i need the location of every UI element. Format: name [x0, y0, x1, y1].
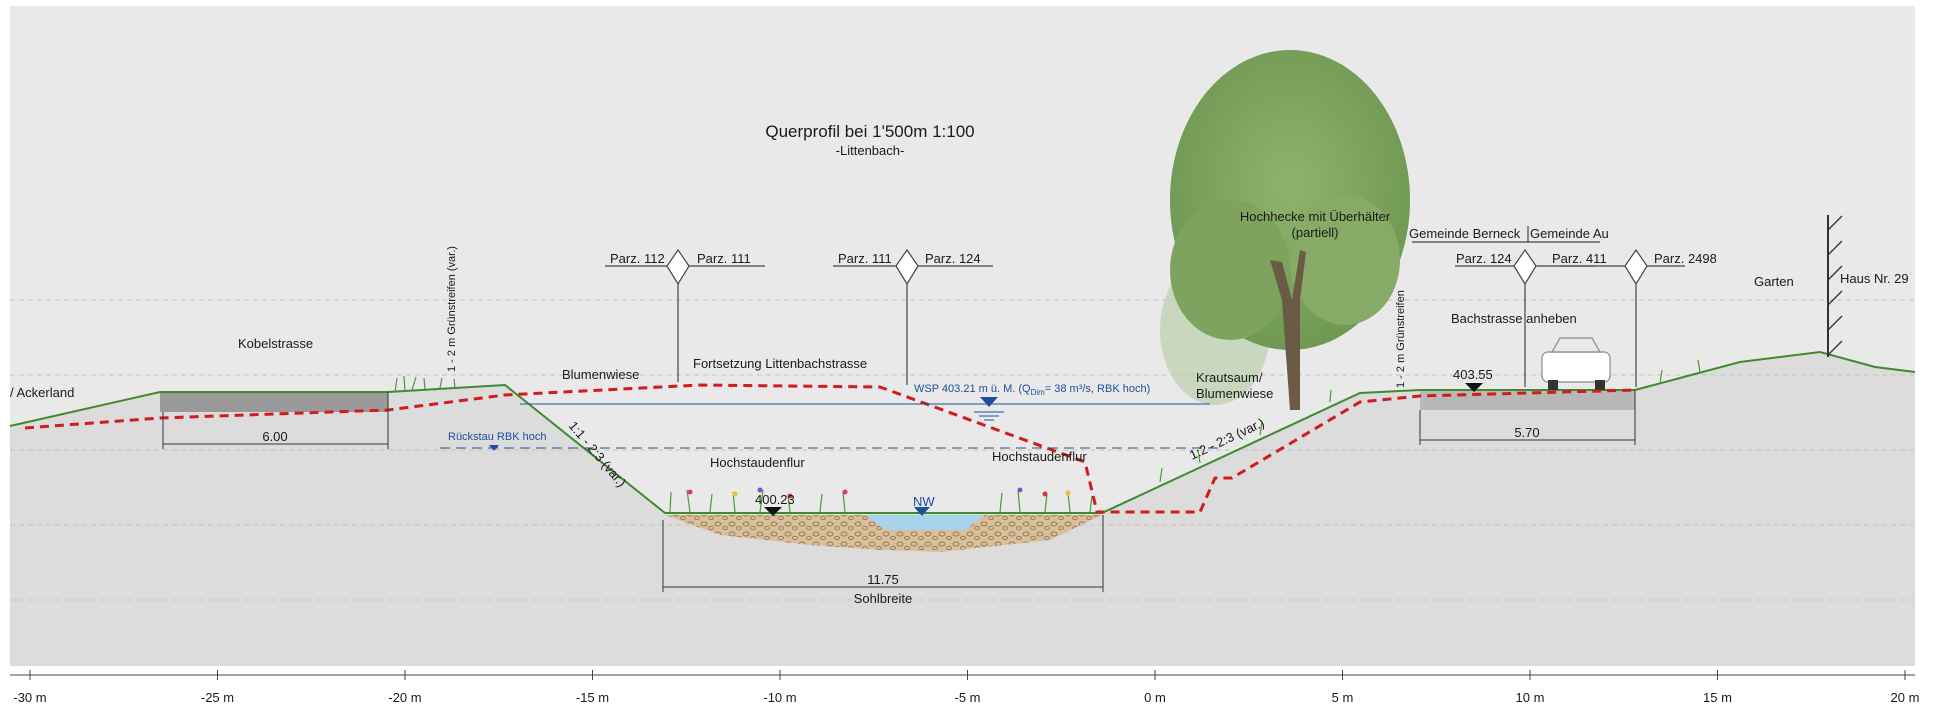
x-axis-ticks: -30 m -25 m -20 m -15 m -10 m -5 m 0 m 5 m 10 m 1… — [13, 670, 1919, 705]
x-axis-tick-label: 0 m — [1144, 690, 1166, 705]
x-axis-tick-label: 20 m — [1891, 690, 1920, 705]
gruenstreifen-right-label: 1 - 2 m Grünstreifen — [1395, 290, 1407, 388]
parcel-label: Parz. 124 — [1456, 251, 1512, 266]
blumenwiese-label: Blumenwiese — [562, 367, 639, 382]
parcel-label: Parz. 112 — [610, 251, 665, 266]
low-water — [865, 515, 985, 530]
ground-fill — [10, 352, 1915, 666]
ackerland-label: / Ackerland — [10, 385, 74, 400]
krautsaum-label: Krautsaum/ — [1196, 370, 1263, 385]
hochstaudenflur-right-label: Hochstaudenflur — [992, 449, 1087, 464]
x-axis-tick-label: -20 m — [388, 690, 421, 705]
bachstrasse-label: Bachstrasse anheben — [1451, 311, 1577, 326]
parcel-label: Parz. 111 — [697, 251, 751, 266]
fortsetzung-label: Fortsetzung Littenbachstrasse — [693, 356, 867, 371]
bed-level-marker-icon — [764, 507, 782, 516]
x-axis-tick-label: -5 m — [955, 690, 981, 705]
road-level-marker-icon — [1465, 383, 1483, 392]
x-axis-tick-label: -25 m — [201, 690, 234, 705]
left-road-surface — [160, 392, 388, 412]
x-axis-tick-label: -30 m — [13, 690, 46, 705]
new-profile-line — [24, 383, 1636, 514]
nw-label: NW — [913, 494, 935, 509]
x-axis-tick-label: -15 m — [576, 690, 609, 705]
vegetation — [394, 359, 1701, 513]
wsp-water-lines — [974, 411, 1004, 421]
nw-marker-icon — [914, 507, 930, 516]
gruenstreifen-left-label: 1 - 2 m Grünstreifen (var.) — [446, 246, 458, 372]
bed-level-label: 400.23 — [755, 492, 795, 507]
flowers — [687, 487, 1071, 499]
gravel-bed — [665, 515, 1102, 552]
x-axis: -30 m -25 m -20 m -15 m -10 m -5 m 0 m 5 m 10 m 1… — [10, 670, 1919, 705]
hochhecke-sub-label: (partiell) — [1292, 225, 1339, 240]
house-wall — [1827, 215, 1843, 357]
diagram-title: Querprofil bei 1'500m 1:100 — [765, 122, 974, 141]
x-axis-tick-label: 5 m — [1332, 690, 1354, 705]
wsp-marker-icon — [980, 397, 998, 407]
municipality-label: Gemeinde Berneck — [1409, 226, 1521, 241]
garten-label: Garten — [1754, 274, 1794, 289]
municipality-label: Gemeinde Au — [1530, 226, 1609, 241]
parcel-label: Parz. 111 — [838, 251, 892, 266]
tree — [1160, 50, 1410, 410]
x-axis-tick-label: 15 m — [1703, 690, 1732, 705]
right-road-surface — [1420, 390, 1635, 410]
dimension-left-road: 6.00 — [262, 429, 287, 444]
rueckstau-label: Rückstau RBK hoch — [448, 431, 546, 443]
road-level-label: 403.55 — [1453, 367, 1493, 382]
x-axis-tick-label: 10 m — [1516, 690, 1545, 705]
parcel-label: Parz. 2498 — [1654, 251, 1717, 266]
x-axis-tick-label: -10 m — [763, 690, 796, 705]
parcel-markers — [605, 226, 1685, 387]
haus-label: Haus Nr. 29 — [1840, 271, 1909, 286]
diagram-subtitle: -Littenbach- — [836, 143, 905, 158]
hochhecke-label: Hochhecke mit Überhälter — [1240, 209, 1391, 224]
parcel-label: Parz. 411 — [1552, 251, 1607, 266]
dimension-sohle: 11.75 — [867, 572, 899, 587]
dimension-right-road: 5.70 — [1514, 425, 1539, 440]
blumenwiese-right-label: Blumenwiese — [1196, 386, 1273, 401]
parcel-label: Parz. 124 — [925, 251, 981, 266]
car — [1541, 337, 1611, 390]
sohlbreite-label: Sohlbreite — [854, 591, 913, 606]
dimension-lines — [162, 390, 1636, 592]
wsp-label: WSP 403.21 m ü. M. (QDim= 38 m³/s, RBK h… — [914, 383, 1150, 397]
hochstaudenflur-left-label: Hochstaudenflur — [710, 455, 805, 470]
rueckstau-marker-icon — [489, 445, 499, 451]
kobelstrasse-label: Kobelstrasse — [238, 336, 313, 351]
